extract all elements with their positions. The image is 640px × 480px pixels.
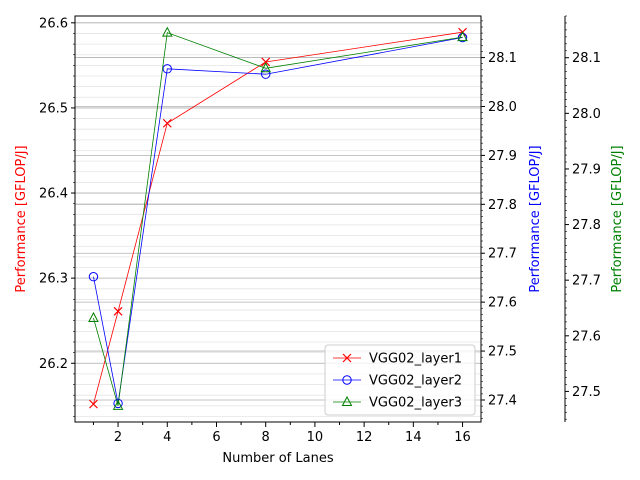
right2-tick-label: 27.5 [572, 385, 601, 400]
x-tick-label: 6 [212, 430, 220, 445]
legend-box [324, 344, 476, 416]
y-axis-label-right2: Performance [GFLOP/J] [610, 145, 625, 292]
data-point-VGG02_layer1 [113, 306, 123, 316]
plot-border [74, 15, 482, 423]
x-tick-label: 16 [454, 430, 471, 445]
legend-label: VGG02_layer2 [369, 374, 462, 389]
left-tick-label: 26.4 [39, 187, 68, 202]
data-point-VGG02_layer3 [457, 31, 468, 42]
right1-tick-label: 27.4 [488, 393, 517, 408]
legend-marker [342, 375, 352, 385]
legend-label: VGG02_layer1 [369, 352, 462, 367]
data-point-VGG02_layer2 [88, 272, 99, 282]
y-axis-label-left: Performance [GFLOP/J] [14, 145, 29, 292]
data-point-VGG02_layer3 [260, 62, 272, 73]
axes-group: 2 4 6 8 10 12 14 16 26.2 26.3 26.4 26.5 26.6 27.4 27.5… [39, 15, 601, 445]
right2-tick-label: 28.0 [572, 107, 601, 122]
data-point-VGG02_layer3 [161, 26, 173, 37]
y-axis-label-right1: Performance [GFLOP/J] [528, 145, 543, 292]
right1-tick-label: 27.7 [488, 247, 517, 262]
right2-tick-label: 27.8 [572, 218, 601, 233]
plot-frame [74, 15, 566, 423]
x-axis-label: Number of Lanes [222, 451, 333, 466]
data-point-VGG02_layer3 [88, 311, 99, 322]
data-point-VGG02_layer2 [162, 64, 172, 74]
right2-tick-label: 27.7 [572, 274, 601, 289]
x-tick-label: 2 [114, 430, 122, 445]
legend: VGG02_layer1 VGG02_layer2 VGG02_layer3 [324, 344, 476, 416]
data-point-VGG02_layer1 [162, 118, 172, 128]
x-tick-label: 4 [163, 430, 171, 445]
left-tick-label: 26.6 [39, 16, 68, 31]
x-tick-label: 12 [356, 430, 373, 445]
data-point-VGG02_layer1 [89, 399, 98, 409]
series-group [88, 26, 468, 410]
left-tick-label: 26.3 [39, 272, 68, 287]
series-line-VGG02_layer2 [93, 37, 463, 404]
data-point-VGG02_layer2 [113, 398, 123, 409]
left-tick-label: 26.2 [39, 357, 68, 372]
x-tick-label: 8 [262, 430, 270, 445]
legend-marker [342, 353, 352, 363]
x-tick-label: 10 [307, 430, 324, 445]
data-point-VGG02_layer2 [260, 69, 271, 79]
right2-tick-label: 27.6 [572, 329, 601, 344]
right1-tick-label: 27.5 [488, 345, 517, 360]
series-line-VGG02_layer3 [93, 32, 463, 406]
right1-tick-label: 28.0 [488, 100, 517, 115]
right1-tick-label: 27.8 [488, 198, 517, 213]
data-point-VGG02_layer3 [112, 399, 124, 410]
right2-tick-label: 27.9 [572, 162, 601, 177]
legend-marker [341, 395, 353, 406]
right1-tick-label: 27.6 [488, 296, 517, 311]
right1-tick-label: 28.1 [488, 51, 517, 66]
x-tick-label: 14 [405, 430, 422, 445]
data-point-VGG02_layer1 [261, 57, 271, 67]
right1-tick-label: 27.9 [488, 149, 517, 164]
left-tick-label: 26.5 [39, 101, 68, 116]
legend-label: VGG02_layer3 [369, 396, 462, 411]
right2-tick-label: 28.1 [572, 51, 601, 66]
